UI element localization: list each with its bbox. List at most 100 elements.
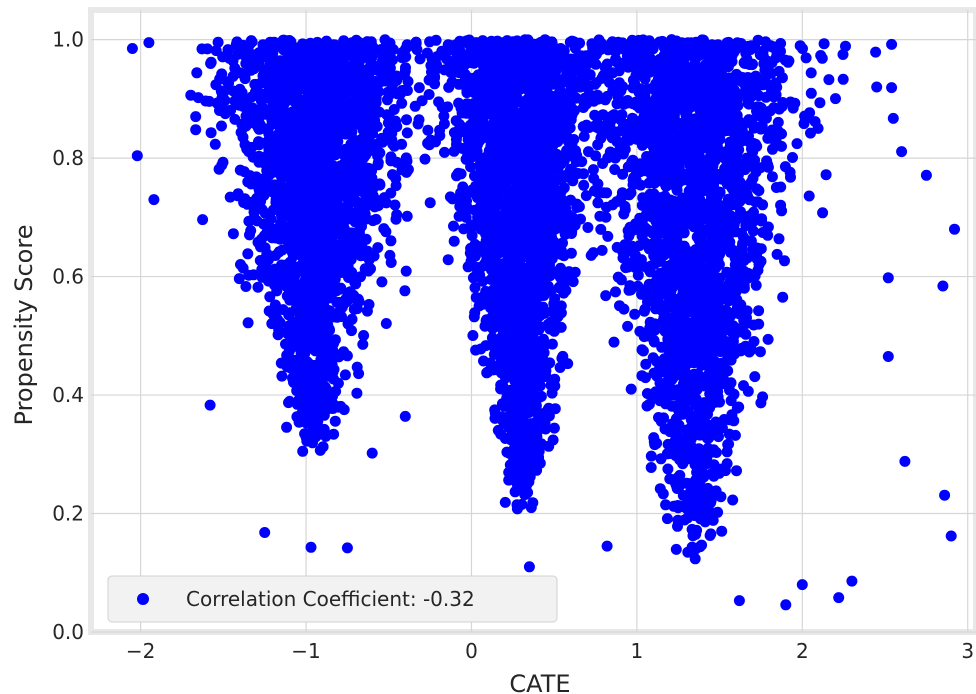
data-point: [252, 281, 264, 293]
data-point: [549, 207, 561, 219]
data-point: [493, 210, 505, 222]
data-point: [442, 254, 454, 266]
data-point: [448, 220, 459, 232]
data-point: [548, 422, 560, 434]
data-point: [205, 56, 217, 68]
data-point: [355, 271, 366, 283]
data-point: [298, 68, 310, 80]
data-point: [342, 180, 354, 192]
data-point: [293, 177, 305, 189]
data-point: [329, 415, 341, 427]
data-point: [495, 428, 507, 440]
data-point: [543, 133, 555, 145]
data-point: [306, 108, 318, 120]
data-point: [258, 67, 270, 79]
data-point: [503, 152, 515, 164]
data-point: [524, 189, 536, 201]
data-point: [529, 216, 541, 228]
data-point: [506, 243, 518, 255]
data-point: [357, 66, 369, 77]
data-point: [261, 271, 273, 283]
data-point: [402, 40, 414, 52]
data-point: [306, 220, 318, 232]
data-point: [281, 421, 293, 433]
data-point: [546, 36, 558, 48]
data-point: [468, 57, 480, 69]
data-point: [320, 201, 332, 213]
data-point: [555, 321, 567, 333]
data-point: [401, 155, 413, 167]
data-point: [601, 187, 613, 199]
data-point: [512, 323, 524, 335]
data-point: [530, 208, 542, 220]
data-point: [487, 258, 499, 270]
data-point: [526, 63, 537, 75]
data-point: [241, 143, 253, 155]
data-point: [190, 111, 202, 123]
data-point: [519, 134, 531, 145]
data-point: [479, 196, 491, 208]
data-point: [297, 99, 308, 111]
data-point: [234, 83, 246, 95]
data-point: [311, 206, 323, 218]
data-point: [467, 330, 479, 341]
data-point: [448, 145, 460, 157]
data-point: [520, 250, 532, 262]
data-point: [301, 394, 313, 406]
data-point: [525, 502, 537, 514]
data-point: [319, 348, 331, 360]
data-point: [587, 247, 599, 259]
data-point: [500, 418, 512, 430]
data-point: [339, 369, 351, 381]
data-point: [469, 238, 481, 250]
data-point: [275, 76, 287, 88]
data-point: [580, 190, 592, 202]
data-point: [488, 341, 500, 353]
data-point: [524, 197, 536, 209]
data-point: [565, 222, 577, 234]
data-point: [350, 104, 361, 116]
data-point: [283, 397, 294, 409]
data-point: [270, 194, 282, 206]
data-point: [280, 338, 291, 350]
data-point: [540, 153, 552, 165]
data-point: [191, 67, 203, 79]
data-point: [317, 160, 329, 172]
data-point: [341, 350, 353, 362]
data-point: [401, 114, 412, 126]
data-point: [245, 196, 257, 208]
data-point: [462, 202, 474, 214]
data-point: [520, 361, 532, 373]
data-point: [466, 219, 478, 231]
data-point: [257, 152, 269, 164]
data-point: [413, 114, 425, 126]
data-point: [497, 94, 509, 106]
data-point: [229, 113, 241, 125]
data-point: [479, 240, 491, 252]
data-point: [461, 87, 473, 99]
data-point: [377, 136, 388, 148]
data-point: [498, 258, 510, 269]
data-point: [316, 66, 328, 78]
data-point: [374, 179, 386, 191]
data-point: [453, 210, 465, 222]
data-point: [452, 128, 464, 139]
data-point: [297, 212, 309, 224]
data-point: [253, 139, 265, 151]
data-point: [416, 95, 428, 107]
data-point: [503, 200, 515, 212]
data-point: [312, 268, 324, 280]
data-point: [197, 214, 209, 226]
data-point: [461, 98, 473, 110]
data-point: [505, 231, 517, 243]
data-point: [289, 227, 301, 239]
data-point: [662, 463, 674, 475]
data-point: [559, 88, 571, 100]
data-point: [322, 369, 334, 381]
data-point: [337, 249, 349, 261]
data-point: [276, 210, 287, 222]
data-point: [539, 45, 551, 57]
data-point: [309, 96, 321, 108]
data-point: [523, 316, 535, 328]
data-point: [508, 96, 520, 108]
